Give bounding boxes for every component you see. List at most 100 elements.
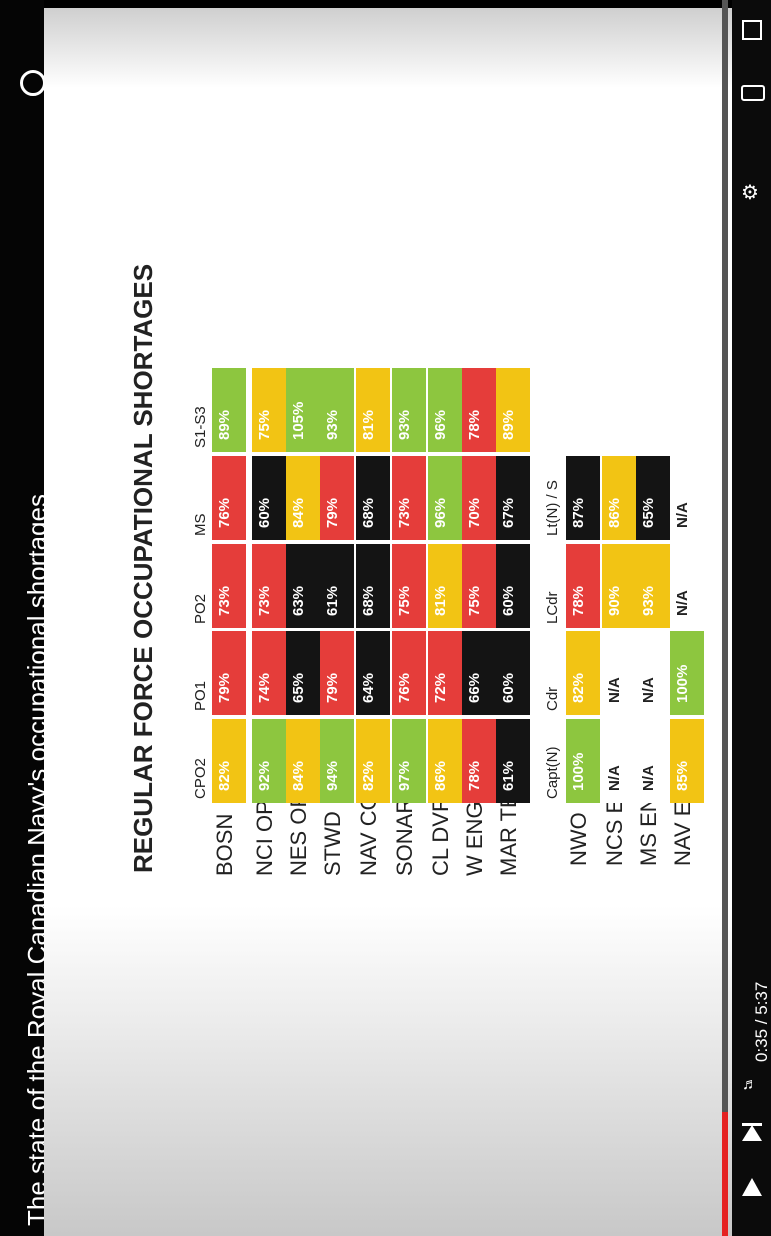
cell-value: 97% — [396, 760, 413, 791]
gear-icon[interactable]: ⚙ — [741, 182, 759, 204]
table-cell: 100% — [566, 719, 600, 803]
video-controls: ♬ 0:35 / 5:37 ⚙ — [732, 0, 771, 1236]
cell-value: 65% — [290, 672, 307, 703]
table-cell: 87% — [566, 456, 600, 540]
table-cell: 72% — [428, 631, 462, 715]
table-cell: 65% — [286, 631, 320, 715]
cell-value: 79% — [216, 672, 233, 703]
table-cell: 89% — [496, 368, 530, 452]
table-cell: 89% — [212, 368, 246, 452]
cell-value: 89% — [216, 409, 233, 440]
cell-value: 65% — [640, 497, 657, 528]
cell-value: 79% — [324, 672, 341, 703]
cell-value: 64% — [360, 672, 377, 703]
column-header: CPO2 — [192, 758, 209, 799]
table-cell: 94% — [320, 719, 354, 803]
table-cell: 73% — [392, 456, 426, 540]
table-cell: 75% — [392, 544, 426, 628]
table-cell: 68% — [356, 456, 390, 540]
cell-value: 76% — [216, 497, 233, 528]
cell-value: 60% — [256, 497, 273, 528]
info-icon[interactable] — [20, 70, 46, 96]
captions-icon[interactable] — [741, 85, 765, 101]
table-cell: 74% — [252, 631, 286, 715]
cell-value: 74% — [256, 672, 273, 703]
cell-value: 100% — [570, 752, 587, 791]
table-cell: N/A — [602, 719, 636, 803]
cell-value: 93% — [324, 409, 341, 440]
table-cell: 60% — [252, 456, 286, 540]
table-cell: 73% — [252, 544, 286, 628]
column-header: Cdr — [544, 686, 561, 711]
fullscreen-icon[interactable] — [742, 20, 762, 40]
table-cell: 82% — [212, 719, 246, 803]
cell-value: 78% — [466, 760, 483, 791]
table-cell: 79% — [320, 631, 354, 715]
table-cell: 82% — [356, 719, 390, 803]
table-cell: 97% — [392, 719, 426, 803]
cell-value: 100% — [674, 664, 691, 703]
cell-value: 96% — [432, 409, 449, 440]
cell-value: 78% — [570, 585, 587, 616]
cell-value: 89% — [500, 409, 517, 440]
table-cell: 90% — [602, 544, 636, 628]
table-cell: 76% — [212, 456, 246, 540]
table-cell: 86% — [428, 719, 462, 803]
cell-value: 87% — [570, 497, 587, 528]
cell-value: 93% — [396, 409, 413, 440]
table-cell: 64% — [356, 631, 390, 715]
table-cell: 96% — [428, 368, 462, 452]
play-icon[interactable] — [742, 1178, 762, 1196]
cell-value: 61% — [324, 585, 341, 616]
table-cell: 79% — [212, 631, 246, 715]
table-cell: 61% — [320, 544, 354, 628]
cell-value: 84% — [290, 497, 307, 528]
row-label: NES OP — [286, 792, 311, 876]
column-header: Capt(N) — [544, 746, 561, 799]
cell-value: 81% — [360, 409, 377, 440]
table-cell: 76% — [392, 631, 426, 715]
table-cell: 105% — [286, 368, 320, 452]
progress-bar[interactable] — [722, 0, 728, 1236]
table-cell: 82% — [566, 631, 600, 715]
cell-value: 82% — [360, 760, 377, 791]
cell-value: 96% — [432, 497, 449, 528]
cell-value: 94% — [324, 760, 341, 791]
row-label: NCI OP — [252, 800, 277, 876]
table-cell: 70% — [462, 456, 496, 540]
slide: REGULAR FORCE OCCUPATIONAL SHORTAGES CPO… — [44, 8, 732, 1236]
table-cell: 60% — [496, 544, 530, 628]
table-cell: N/A — [670, 456, 704, 540]
row-label: NWO — [566, 812, 591, 866]
table-cell: 84% — [286, 456, 320, 540]
table-cell: N/A — [602, 631, 636, 715]
table-cell: 78% — [462, 719, 496, 803]
slide-title: REGULAR FORCE OCCUPATIONAL SHORTAGES — [128, 263, 158, 873]
table-cell: 100% — [670, 631, 704, 715]
row-label: STWD — [320, 811, 345, 876]
cell-value: 76% — [396, 672, 413, 703]
column-header: PO2 — [192, 593, 209, 624]
video-title-bar: The state of the Royal Canadian Navy's o… — [0, 0, 52, 1236]
table-cell: 75% — [462, 544, 496, 628]
table-cell: 78% — [566, 544, 600, 628]
cell-value: 68% — [360, 497, 377, 528]
row-label: BOSN — [212, 813, 237, 876]
cell-value: 73% — [256, 585, 273, 616]
table-cell: 93% — [392, 368, 426, 452]
cell-value: 82% — [216, 760, 233, 791]
cell-value: 75% — [396, 585, 413, 616]
video-frame[interactable]: REGULAR FORCE OCCUPATIONAL SHORTAGES CPO… — [44, 8, 732, 1236]
cell-value: 90% — [606, 585, 623, 616]
next-icon[interactable] — [742, 1123, 762, 1141]
table-cell: 66% — [462, 631, 496, 715]
cell-value: 72% — [432, 672, 449, 703]
cell-value: N/A — [640, 765, 657, 791]
volume-icon[interactable]: ♬ — [742, 1076, 758, 1093]
table-cell: 84% — [286, 719, 320, 803]
cell-value: N/A — [674, 502, 691, 528]
cell-value: 82% — [570, 672, 587, 703]
column-header: PO1 — [192, 680, 209, 711]
table-cell: 73% — [212, 544, 246, 628]
cell-value: 75% — [256, 409, 273, 440]
